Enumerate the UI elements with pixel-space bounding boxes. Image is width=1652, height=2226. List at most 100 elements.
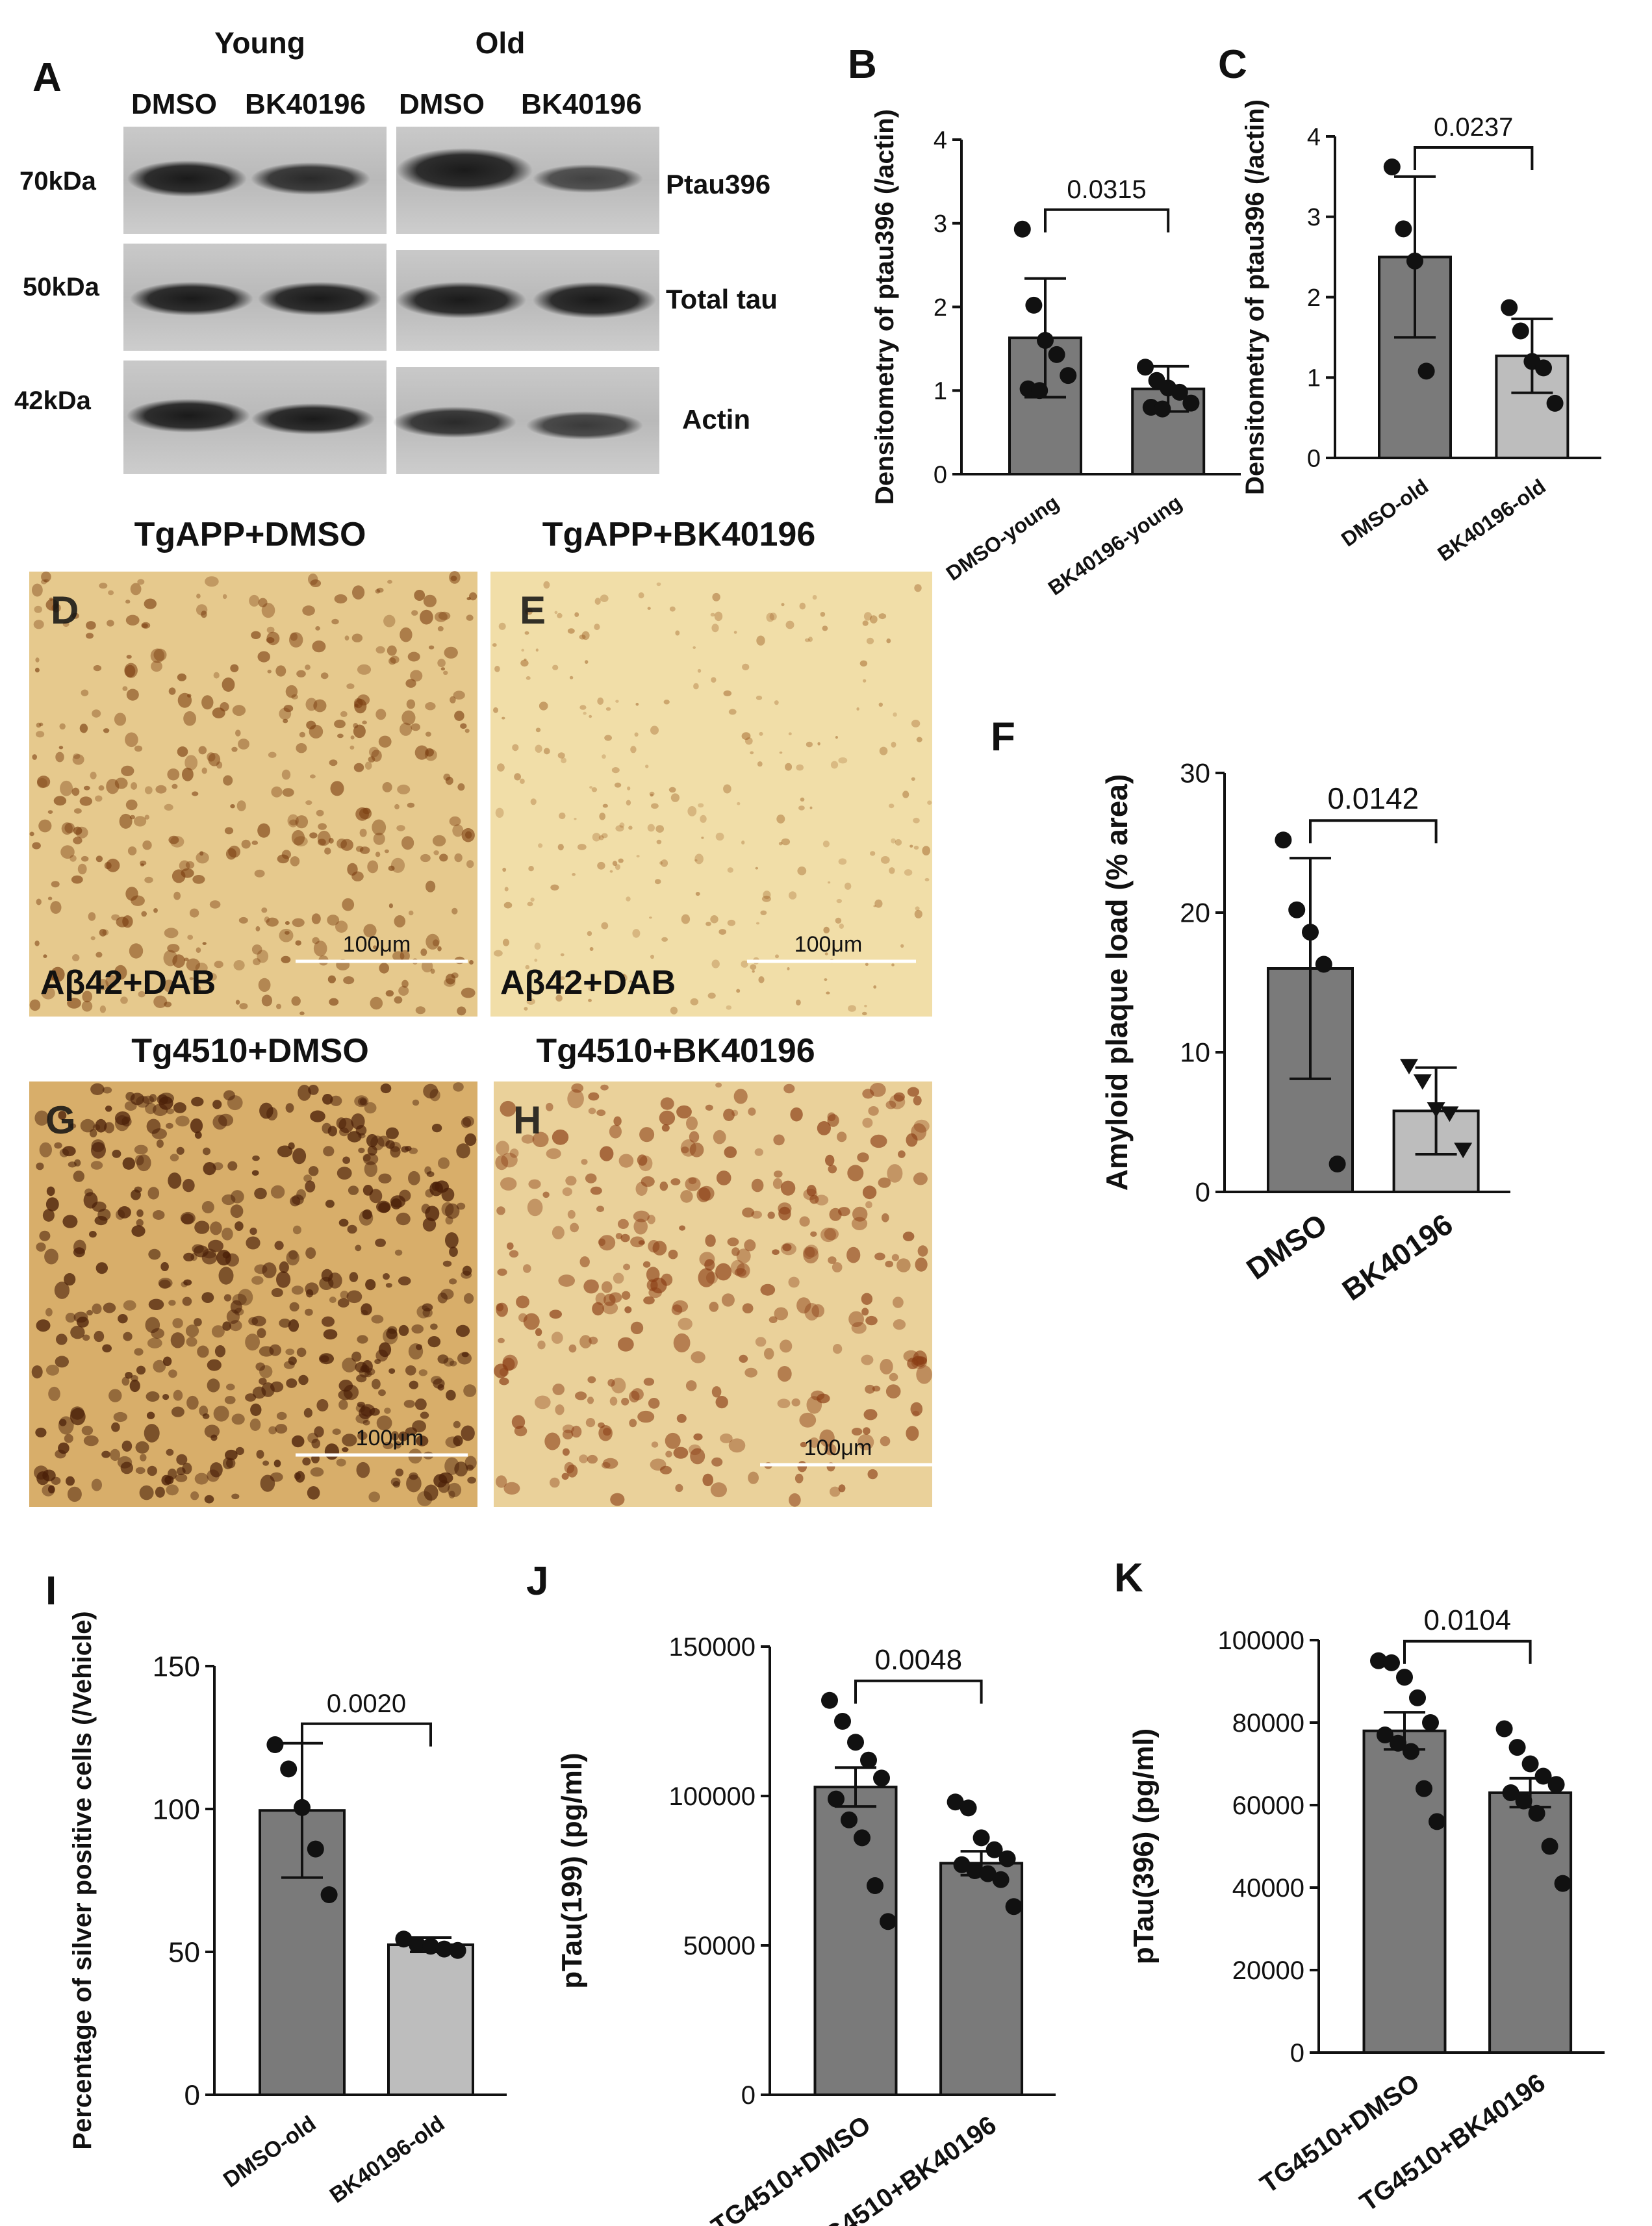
stained-cell <box>848 1311 864 1328</box>
stained-cell <box>58 1111 67 1120</box>
stained-cell <box>153 648 167 661</box>
stained-cell <box>292 1148 307 1165</box>
stained-cell <box>168 687 176 695</box>
stained-cell <box>173 1102 186 1113</box>
stained-cell <box>369 1408 380 1416</box>
stained-cell <box>430 1323 438 1330</box>
stained-cell <box>760 910 767 916</box>
stained-cell <box>609 1292 622 1303</box>
stained-cell <box>420 609 433 625</box>
stained-cell <box>362 1419 370 1426</box>
stained-cell <box>635 703 639 706</box>
stained-cell <box>398 1324 409 1336</box>
stained-cell <box>589 947 594 951</box>
stained-cell <box>767 1211 775 1219</box>
stained-cell <box>327 915 340 926</box>
stained-cell <box>865 963 869 966</box>
stained-cell <box>600 1084 609 1091</box>
stained-cell <box>295 940 301 946</box>
stained-cell <box>859 660 868 667</box>
stained-cell <box>291 694 299 700</box>
stained-cell <box>388 657 396 665</box>
stained-cell <box>835 917 842 924</box>
stained-cell <box>131 1225 146 1237</box>
stained-cell <box>228 845 240 858</box>
stained-cell <box>376 587 384 593</box>
stained-cell <box>891 741 896 748</box>
stained-cell <box>497 1269 507 1276</box>
stained-cell <box>820 612 826 617</box>
stained-cell <box>70 1406 84 1420</box>
stained-cell <box>445 776 453 785</box>
stained-cell <box>440 667 446 671</box>
stained-cell <box>880 856 890 864</box>
stained-cell <box>721 1293 735 1307</box>
stained-cell <box>236 800 246 811</box>
stained-cell <box>421 959 433 973</box>
stained-cell <box>92 1201 107 1212</box>
x-category-label: BK40196-young <box>1044 490 1186 600</box>
stained-cell <box>566 1464 578 1478</box>
stained-cell <box>587 1397 594 1404</box>
stained-cell <box>65 1313 76 1323</box>
stained-cell <box>601 1281 613 1293</box>
stained-cell <box>131 782 138 790</box>
stained-cell <box>398 1276 411 1285</box>
stained-cell <box>29 831 34 837</box>
stained-cell <box>276 1004 281 1009</box>
stained-cell <box>136 1219 144 1227</box>
stained-cell <box>320 672 329 679</box>
stained-cell <box>327 975 336 983</box>
stained-cell <box>526 998 535 1005</box>
stained-cell <box>288 1319 299 1332</box>
stained-cell <box>552 1384 565 1395</box>
panel-letter: B <box>848 42 877 87</box>
stained-cell <box>414 590 426 601</box>
stained-cell <box>776 815 785 824</box>
stained-cell <box>824 978 828 981</box>
stained-cell <box>633 1210 650 1222</box>
stained-cell <box>539 702 548 711</box>
stained-cell <box>456 1143 470 1159</box>
stained-cell <box>160 1262 169 1271</box>
stained-cell <box>170 1154 179 1161</box>
data-point <box>953 1856 971 1873</box>
stained-cell <box>916 1365 932 1384</box>
stained-cell <box>374 1359 381 1365</box>
stained-cell <box>45 1308 53 1317</box>
stained-cell <box>71 875 83 884</box>
micrograph-g-letter: G <box>45 1098 76 1142</box>
stained-cell <box>39 1230 51 1241</box>
stained-cell <box>680 1190 693 1203</box>
stained-cell <box>175 1115 190 1127</box>
stained-cell <box>338 1219 349 1227</box>
stained-cell <box>142 840 152 850</box>
stained-cell <box>585 660 589 664</box>
stained-cell <box>569 676 574 679</box>
stained-cell <box>151 661 162 672</box>
stained-cell <box>367 1145 377 1156</box>
data-point <box>1454 1143 1473 1159</box>
stained-cell <box>319 1276 334 1290</box>
stained-cell <box>189 908 199 918</box>
stained-cell <box>927 800 932 805</box>
stained-cell <box>71 787 80 796</box>
stained-cell <box>790 1107 803 1122</box>
stained-cell <box>744 1239 756 1252</box>
stained-cell <box>73 1239 86 1255</box>
stained-cell <box>869 615 878 624</box>
stained-cell <box>364 1161 377 1177</box>
stained-cell <box>443 670 448 676</box>
stained-cell <box>36 731 45 738</box>
stained-cell <box>736 1248 751 1264</box>
stained-cell <box>246 1236 261 1250</box>
stained-cell <box>904 869 913 876</box>
stained-cell <box>709 1302 719 1312</box>
stained-cell <box>637 1410 655 1423</box>
stained-cell <box>205 576 219 587</box>
stained-cell <box>152 1210 165 1220</box>
stained-cell <box>779 752 783 754</box>
stained-cell <box>144 786 153 794</box>
stained-cell <box>412 1099 420 1106</box>
